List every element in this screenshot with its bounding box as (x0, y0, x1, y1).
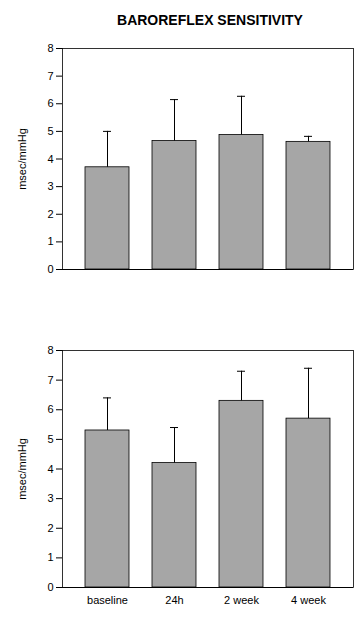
svg-text:msec/mmHg: msec/mmHg (16, 128, 28, 190)
svg-text:7: 7 (47, 374, 53, 386)
svg-text:4: 4 (47, 463, 53, 475)
svg-text:4 week: 4 week (291, 594, 326, 606)
svg-text:2: 2 (47, 522, 53, 534)
svg-text:5: 5 (47, 125, 53, 137)
svg-text:3: 3 (47, 180, 53, 192)
html-text:BAROREFLEX SENSITIVITY: BAROREFLEX SENSITIVITY (117, 12, 303, 28)
svg-text:6: 6 (47, 403, 53, 415)
svg-text:msec/mmHg: msec/mmHg (16, 438, 28, 500)
svg-text:7: 7 (47, 70, 53, 82)
svg-text:8: 8 (47, 344, 53, 356)
svg-text:24h: 24h (165, 594, 183, 606)
svg-text:2: 2 (47, 208, 53, 220)
svg-text:1: 1 (47, 551, 53, 563)
svg-text:baseline: baseline (87, 594, 128, 606)
svg-text:2 week: 2 week (224, 594, 259, 606)
svg-text:3: 3 (47, 492, 53, 504)
svg-text:4: 4 (47, 153, 53, 165)
svg-text:0: 0 (47, 581, 53, 593)
svg-text:8: 8 (47, 42, 53, 54)
svg-text:5: 5 (47, 433, 53, 445)
svg-text:1: 1 (47, 235, 53, 247)
svg-text:6: 6 (47, 97, 53, 109)
svg-text:0: 0 (47, 263, 53, 275)
